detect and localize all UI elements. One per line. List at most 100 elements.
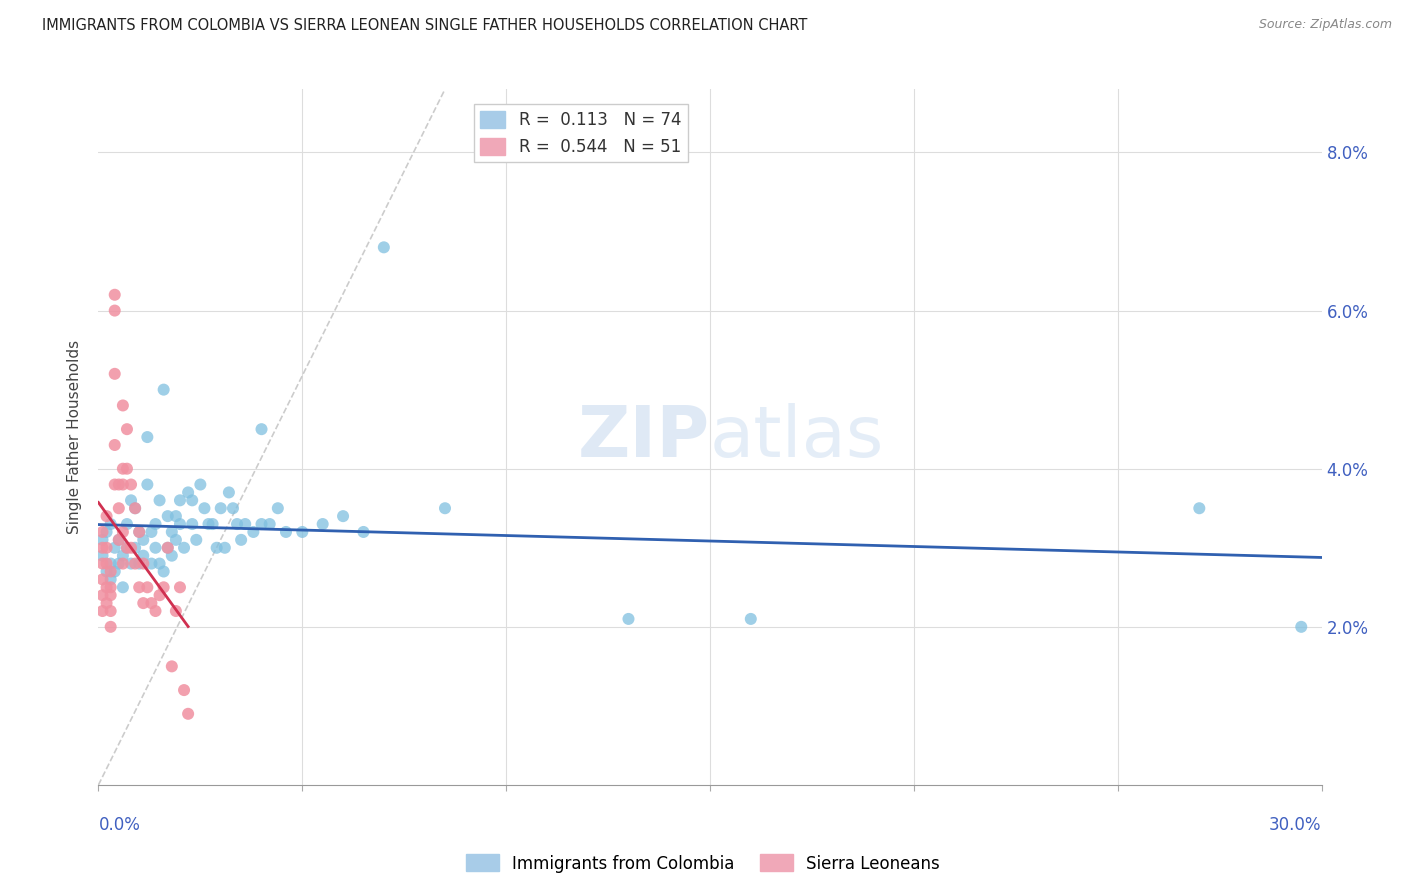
Point [332,509,354,524]
Point [136,580,159,594]
Point [152,383,174,397]
Point [291,524,314,539]
Point [100,620,122,634]
Text: ZIP: ZIP [578,402,710,472]
Point [177,485,200,500]
Point [169,493,191,508]
Point [136,477,159,491]
Point [181,493,204,508]
Point [104,541,127,555]
Point [231,533,253,547]
Legend: Immigrants from Colombia, Sierra Leoneans: Immigrants from Colombia, Sierra Leonean… [460,847,946,880]
Point [100,588,122,602]
Point [100,580,122,594]
Point [96,541,118,555]
Point [149,493,172,508]
Point [120,557,142,571]
Point [165,533,187,547]
Point [373,240,395,254]
Point [124,557,146,571]
Point [115,422,138,436]
Point [181,516,204,531]
Point [111,580,134,594]
Point [132,596,155,610]
Point [132,549,155,563]
Point [188,477,212,491]
Point [96,580,118,594]
Point [169,516,191,531]
Point [111,477,134,491]
Point [434,501,457,516]
Text: 0.0%: 0.0% [98,816,141,834]
Point [128,557,150,571]
Point [115,541,138,555]
Point [740,612,762,626]
Text: 30.0%: 30.0% [1270,816,1322,834]
Point [91,604,114,618]
Point [274,524,297,539]
Point [111,461,134,475]
Point [173,541,195,555]
Point [104,438,127,452]
Point [115,516,138,531]
Point [250,422,273,436]
Point [111,524,134,539]
Point [242,524,264,539]
Point [100,557,122,571]
Point [205,541,228,555]
Point [91,588,114,602]
Point [218,485,240,500]
Point [233,516,256,531]
Point [186,533,208,547]
Point [128,524,150,539]
Point [145,604,167,618]
Point [132,533,155,547]
Point [156,509,179,524]
Point [104,477,127,491]
Point [120,541,142,555]
Y-axis label: Single Father Households: Single Father Households [67,340,83,534]
Point [201,516,224,531]
Point [91,549,114,563]
Point [111,557,134,571]
Point [96,565,118,579]
Point [100,604,122,618]
Point [160,659,183,673]
Point [160,549,183,563]
Point [128,580,150,594]
Point [145,541,167,555]
Point [108,533,131,547]
Point [104,287,127,301]
Point [91,573,114,587]
Point [91,541,114,555]
Point [141,596,163,610]
Point [132,557,155,571]
Point [124,501,146,516]
Point [96,524,118,539]
Text: atlas: atlas [710,402,884,472]
Point [214,541,236,555]
Point [108,533,131,547]
Point [152,580,174,594]
Legend: R =  0.113   N = 74, R =  0.544   N = 51: R = 0.113 N = 74, R = 0.544 N = 51 [474,104,688,162]
Point [111,549,134,563]
Point [108,501,131,516]
Point [617,612,640,626]
Point [177,706,200,721]
Point [100,516,122,531]
Point [120,477,142,491]
Point [156,541,179,555]
Point [91,533,114,547]
Point [111,399,134,413]
Point [226,516,249,531]
Point [312,516,335,531]
Point [222,501,245,516]
Point [128,524,150,539]
Point [108,477,131,491]
Point [352,524,374,539]
Text: IMMIGRANTS FROM COLOMBIA VS SIERRA LEONEAN SINGLE FATHER HOUSEHOLDS CORRELATION : IMMIGRANTS FROM COLOMBIA VS SIERRA LEONE… [42,18,807,33]
Point [145,516,167,531]
Point [1291,620,1313,634]
Point [160,524,183,539]
Point [173,683,195,698]
